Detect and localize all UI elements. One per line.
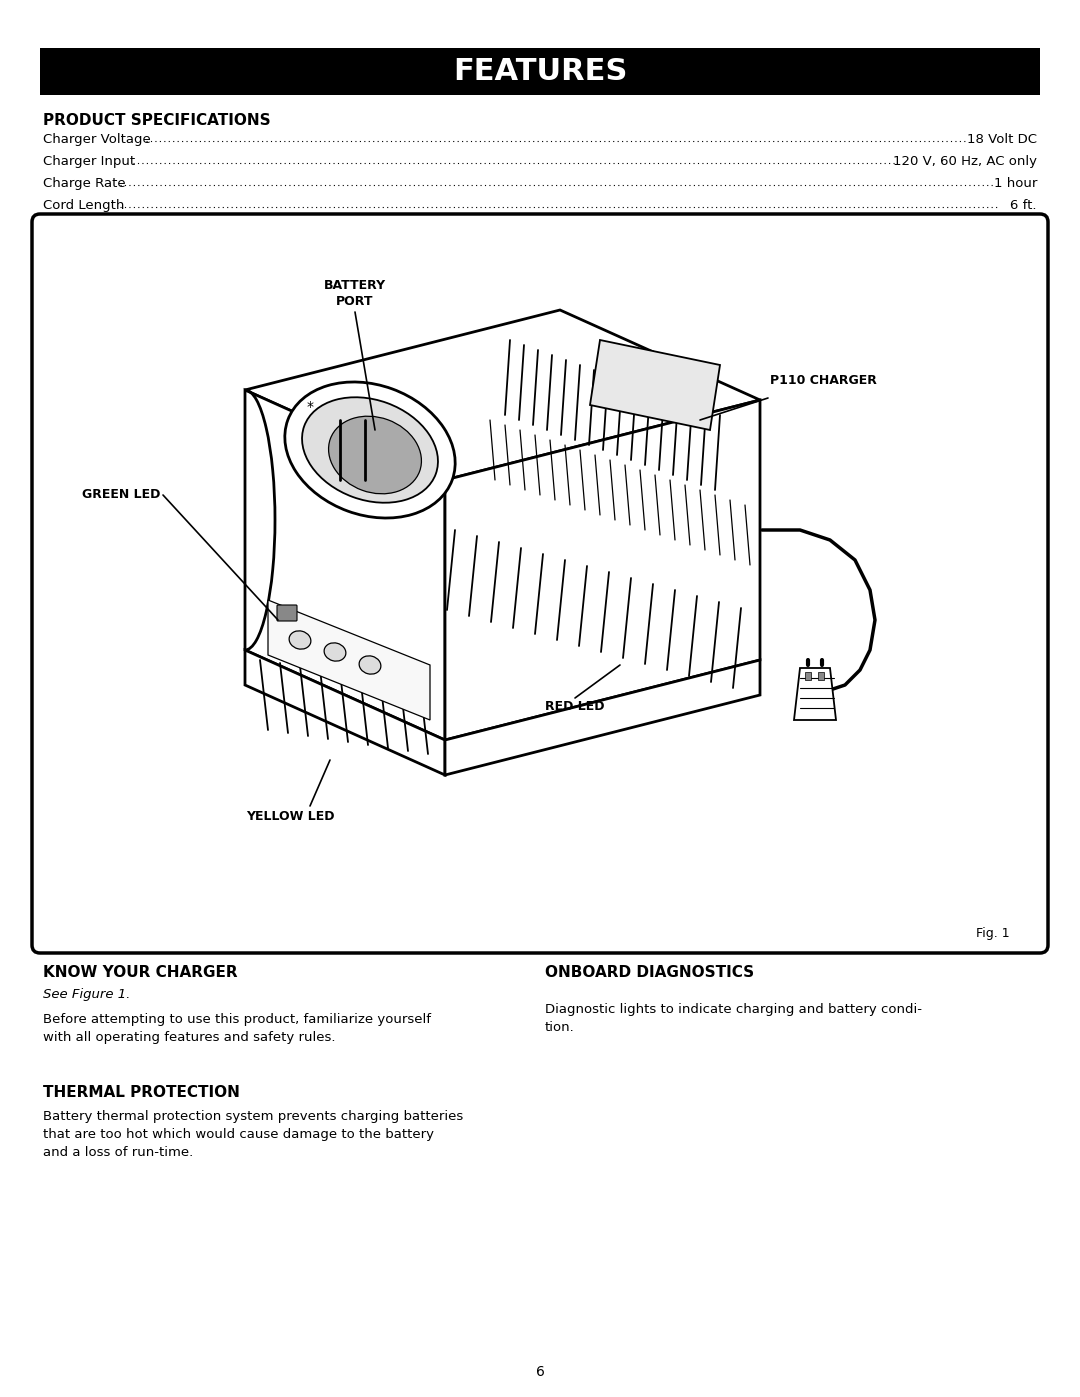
Text: 6 ft.: 6 ft. — [1011, 198, 1037, 212]
Text: Charger Input: Charger Input — [43, 155, 135, 168]
Bar — [40, 47, 1040, 95]
Text: Battery thermal protection system prevents charging batteries
that are too hot w: Battery thermal protection system preven… — [43, 1111, 463, 1160]
Text: Charge Rate: Charge Rate — [43, 177, 125, 190]
Text: ONBOARD DIAGNOSTICS: ONBOARD DIAGNOSTICS — [545, 965, 754, 981]
Text: 6: 6 — [536, 1365, 544, 1379]
Text: Diagnostic lights to indicate charging and battery condi-
tion.: Diagnostic lights to indicate charging a… — [545, 1003, 922, 1034]
Ellipse shape — [328, 416, 421, 493]
Text: GREEN LED: GREEN LED — [82, 489, 160, 502]
Text: PRODUCT SPECIFICATIONS: PRODUCT SPECIFICATIONS — [43, 113, 271, 129]
Text: P110 CHARGER: P110 CHARGER — [770, 373, 877, 387]
Polygon shape — [245, 650, 445, 775]
Ellipse shape — [285, 381, 455, 518]
Text: KNOW YOUR CHARGER: KNOW YOUR CHARGER — [43, 965, 238, 981]
Text: Cord Length: Cord Length — [43, 198, 124, 212]
Polygon shape — [445, 400, 760, 740]
Text: 18 Volt DC: 18 Volt DC — [967, 133, 1037, 147]
Polygon shape — [590, 339, 720, 430]
Polygon shape — [794, 668, 836, 719]
Text: FEATURES: FEATURES — [453, 56, 627, 85]
Text: Charger Voltage: Charger Voltage — [43, 133, 151, 147]
Text: *: * — [307, 400, 313, 414]
Text: THERMAL PROTECTION: THERMAL PROTECTION — [43, 1085, 240, 1099]
Polygon shape — [268, 599, 430, 719]
Text: 1 hour: 1 hour — [994, 177, 1037, 190]
Text: BATTERY
PORT: BATTERY PORT — [324, 279, 386, 307]
Text: RED LED: RED LED — [545, 700, 605, 712]
Text: Before attempting to use this product, familiarize yourself
with all operating f: Before attempting to use this product, f… — [43, 1013, 431, 1044]
Ellipse shape — [360, 655, 381, 675]
FancyBboxPatch shape — [276, 605, 297, 622]
FancyBboxPatch shape — [32, 214, 1048, 953]
Text: 120 V, 60 Hz, AC only: 120 V, 60 Hz, AC only — [893, 155, 1037, 168]
Text: See Figure 1.: See Figure 1. — [43, 988, 131, 1002]
Ellipse shape — [324, 643, 346, 661]
Bar — [805, 672, 811, 680]
Bar — [818, 672, 824, 680]
Ellipse shape — [302, 397, 438, 503]
Ellipse shape — [289, 631, 311, 650]
Text: Fig. 1: Fig. 1 — [976, 928, 1010, 940]
Text: YELLOW LED: YELLOW LED — [246, 810, 334, 823]
Polygon shape — [245, 310, 760, 481]
Polygon shape — [445, 659, 760, 775]
Polygon shape — [245, 390, 445, 740]
